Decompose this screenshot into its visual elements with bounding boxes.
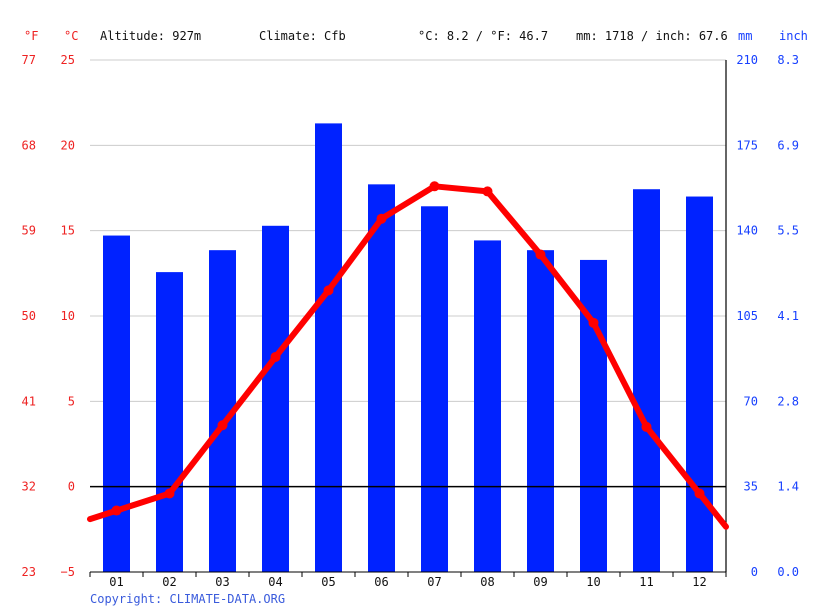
temperature-point [111,505,122,516]
inch-tick-label: 0.0 [777,565,799,579]
month-tick-label: 05 [321,575,335,589]
mm-tick-label: 70 [744,394,758,408]
precipitation-bar [368,184,395,573]
celsius-tick-label: 15 [61,224,75,238]
gridlines [90,59,726,573]
month-tick-label: 10 [586,575,600,589]
inch-unit-label: inch [779,29,808,43]
tick-labels: 77 25 210 8.368 20 175 6.959 15 140 5.550 10 105 4.1… [22,53,799,589]
celsius-tick-label: 5 [68,394,75,408]
mm-tick-label: 175 [736,138,758,152]
temperature-point [376,213,387,224]
temperature-point [164,488,175,499]
precipitation-bar [474,240,501,572]
precipitation-total-text: mm: 1718 / inch: 67.6 [576,29,728,43]
fahrenheit-tick-label: 23 [22,565,36,579]
precipitation-bar [156,272,183,572]
fahrenheit-tick-label: 50 [22,309,36,323]
precipitation-bar [633,189,660,572]
temperature-point [217,420,228,431]
celsius-tick-label: 0 [68,480,75,494]
altitude-text: Altitude: 927m [100,29,201,43]
temperature-point [694,488,705,499]
mm-tick-label: 140 [736,224,758,238]
precipitation-bar [527,250,554,572]
mm-tick-label: 35 [744,480,758,494]
precipitation-bar [262,225,289,573]
precipitation-bar [315,123,342,572]
mm-tick-label: 210 [736,53,758,67]
month-tick-label: 08 [480,575,494,589]
temperature-point [429,181,440,192]
precipitation-bar [686,196,713,573]
month-tick-label: 02 [162,575,176,589]
precipitation-bars [103,123,713,573]
fahrenheit-tick-label: 59 [22,224,36,238]
temperature-line [87,181,729,530]
month-tick-label: 06 [374,575,388,589]
month-tick-label: 03 [215,575,229,589]
temperature-point [535,249,546,260]
inch-tick-label: 8.3 [777,53,799,67]
inch-tick-label: 4.1 [777,309,799,323]
temperature-average-text: °C: 8.2 / °F: 46.7 [418,29,548,43]
fahrenheit-tick-label: 77 [22,53,36,67]
inch-tick-label: 5.5 [777,224,799,238]
inch-tick-label: 6.9 [777,138,799,152]
month-tick-label: 09 [533,575,547,589]
celsius-tick-label: 10 [61,309,75,323]
mm-tick-label: 105 [736,309,758,323]
temperature-point [482,186,493,197]
copyright-text: Copyright: CLIMATE-DATA.ORG [90,592,285,606]
temperature-point [641,421,652,432]
month-tick-label: 04 [268,575,282,589]
temperature-point [588,317,599,328]
climate-text: Climate: Cfb [259,29,346,43]
temperature-point [270,351,281,362]
temperature-series-line [87,183,729,530]
temperature-point [323,285,334,296]
month-tick-label: 12 [692,575,706,589]
inch-tick-label: 1.4 [777,480,799,494]
month-tick-label: 11 [639,575,653,589]
fahrenheit-tick-label: 68 [22,138,36,152]
precipitation-bar [103,235,130,573]
fahrenheit-tick-label: 32 [22,480,36,494]
celsius-tick-label: −5 [61,565,75,579]
precipitation-bar [421,206,448,573]
mm-tick-label: 0 [751,565,758,579]
month-tick-label: 07 [427,575,441,589]
celsius-unit-label: °C [64,29,78,43]
celsius-tick-label: 25 [61,53,75,67]
fahrenheit-unit-label: °F [24,29,38,43]
inch-tick-label: 2.8 [777,394,799,408]
celsius-tick-label: 20 [61,138,75,152]
mm-unit-label: mm [738,29,752,43]
fahrenheit-tick-label: 41 [22,394,36,408]
axes [89,60,727,577]
month-tick-label: 01 [109,575,123,589]
